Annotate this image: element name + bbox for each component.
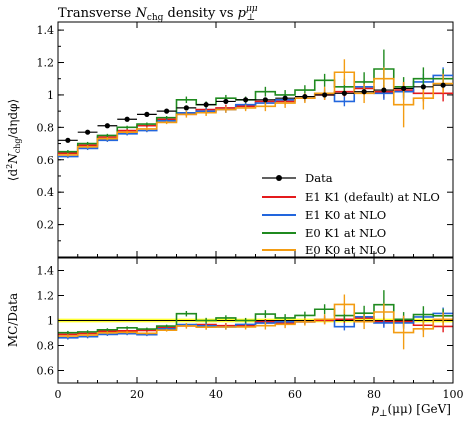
ratio-y-tick-label-1: 0.8 — [37, 340, 55, 353]
legend-label-e1k1: E1 K1 (default) at NLO — [305, 190, 440, 204]
data-point — [183, 105, 189, 111]
ratio-y-tick-label-4: 1.4 — [37, 265, 55, 278]
data-point — [124, 116, 130, 122]
legend-entry-e1k0: E1 K0 at NLO — [262, 208, 386, 222]
ratio-y-tick-label-0: 0.6 — [37, 365, 55, 378]
legend-entry-e0k0: E0 K0 at NLO — [262, 243, 386, 257]
data-point — [440, 82, 446, 88]
x-tick-label-0: 0 — [55, 388, 62, 401]
ratio-series — [58, 290, 453, 350]
x-ticks: 0 20 40 60 80 100 — [55, 22, 464, 401]
data-point — [302, 93, 308, 100]
data-point — [203, 102, 209, 108]
legend-entry-e1k1: E1 K1 (default) at NLO — [262, 190, 440, 204]
main-y-tick-label-5: 1.2 — [37, 57, 55, 70]
data-point — [243, 97, 249, 103]
main-y-tick-label-4: 1 — [47, 89, 54, 102]
main-y-tick-label-2: 0.6 — [37, 154, 55, 167]
x-tick-label-2: 40 — [209, 388, 223, 401]
data-point — [223, 98, 229, 105]
x-axis-label: p⊥(μμ) [GeV] — [371, 402, 451, 419]
main-y-tick-label-0: 0.2 — [37, 219, 55, 232]
data-point — [144, 111, 150, 117]
data-point — [262, 97, 268, 103]
main-series — [58, 49, 453, 159]
ratio-panel: 0.6 0.8 1 1.2 1.4 0 20 40 60 80 100 — [37, 22, 464, 401]
x-tick-label-3: 60 — [288, 388, 302, 401]
data-point — [381, 87, 387, 93]
main-y-tick-label-1: 0.4 — [37, 186, 55, 199]
main-panel: 0.2 0.4 0.6 0.8 1 1.2 1.4 — [37, 21, 454, 258]
data-point — [65, 137, 71, 143]
ratio-y-tick-label-3: 1.2 — [37, 290, 55, 303]
data-points — [58, 82, 453, 143]
chart-title: Transverse Nchg density vs pμμ ⊥ — [58, 4, 258, 23]
ratio-y-ticks: 0.6 0.8 1 1.2 1.4 — [37, 265, 453, 378]
ratio-y-axis-label: MC/Data — [6, 293, 20, 347]
data-point — [85, 129, 91, 135]
legend-entry-data: Data — [262, 171, 333, 185]
data-point — [420, 84, 426, 90]
legend-label-e0k0: E0 K0 at NLO — [305, 243, 386, 257]
data-point — [282, 95, 288, 101]
data-point — [361, 89, 367, 95]
main-y-tick-label-6: 1.4 — [37, 24, 55, 37]
data-point — [341, 90, 347, 96]
legend: Data E1 K1 (default) at NLO E1 K0 at NLO… — [262, 171, 440, 257]
x-tick-label-1: 20 — [130, 388, 144, 401]
x-tick-label-5: 100 — [443, 388, 464, 401]
data-point — [104, 123, 110, 129]
x-tick-label-4: 80 — [367, 388, 381, 401]
data-point — [322, 92, 328, 98]
series-3-line — [58, 71, 453, 156]
legend-entry-e0k1: E0 K1 at NLO — [262, 226, 386, 240]
legend-label-data: Data — [305, 171, 333, 185]
ratio-y-tick-label-2: 1 — [47, 315, 54, 328]
legend-label-e0k1: E0 K1 at NLO — [305, 226, 386, 240]
main-y-axis-label: ⟨d2Nchg/dηdφ⟩ — [5, 99, 22, 181]
main-y-tick-label-3: 0.8 — [37, 121, 55, 134]
main-y-ticks: 0.2 0.4 0.6 0.8 1 1.2 1.4 — [37, 24, 453, 242]
legend-label-e1k0: E1 K0 at NLO — [305, 208, 386, 222]
data-point — [164, 108, 170, 114]
data-point — [401, 85, 407, 92]
legend-data-marker — [276, 175, 282, 181]
